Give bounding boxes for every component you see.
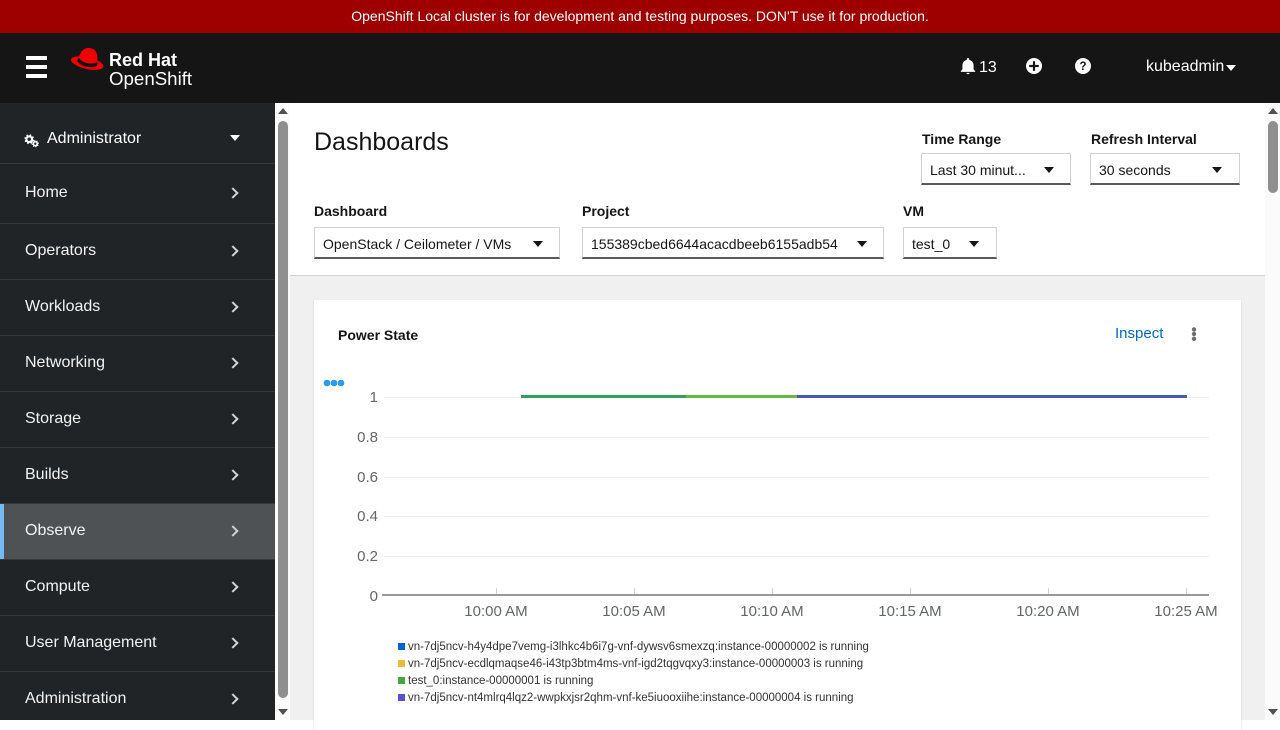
- svg-text:?: ?: [1079, 61, 1086, 73]
